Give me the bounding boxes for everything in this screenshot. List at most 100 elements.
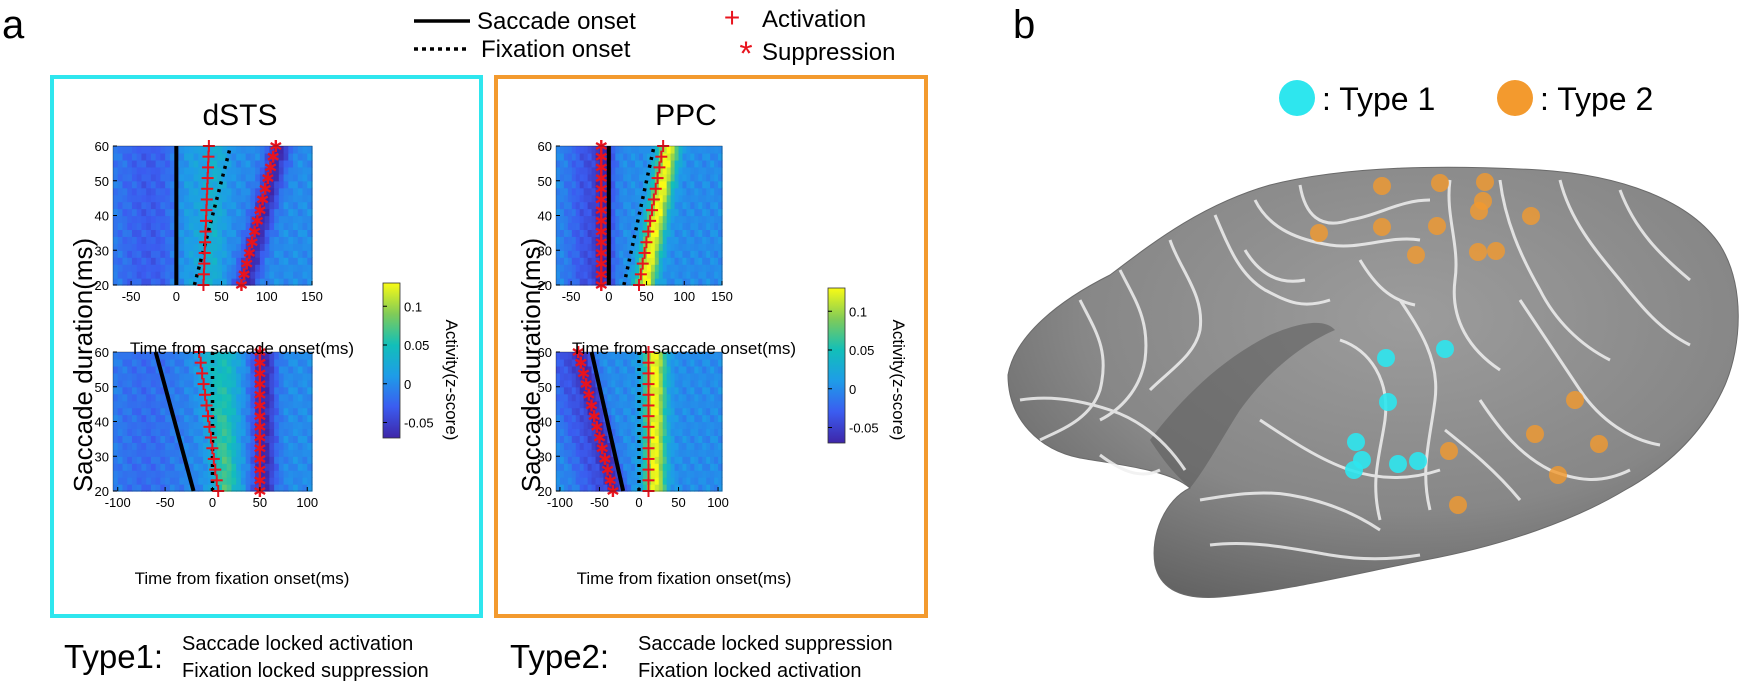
heatmap-cell <box>619 187 624 196</box>
heatmap-cell <box>666 257 672 265</box>
heatmap-cell <box>226 152 233 161</box>
heatmap-cell <box>642 442 648 450</box>
heatmap-cell <box>274 278 280 286</box>
heatmap-cell <box>169 428 176 436</box>
heatmap-cell <box>575 215 581 224</box>
heatmap-cell <box>579 264 585 272</box>
heatmap-cell <box>666 414 672 423</box>
heatmap-cell <box>567 208 573 217</box>
heatmap-cell <box>165 194 171 203</box>
heatmap-cell <box>575 449 581 457</box>
heatmap-cell <box>559 257 565 265</box>
heatmap-cell <box>619 449 624 457</box>
heatmap-cell <box>646 194 652 203</box>
heatmap-cell <box>690 463 695 471</box>
heatmap-cell <box>714 421 719 430</box>
heatmap-cell <box>682 166 688 175</box>
heatmap-cell <box>245 414 252 423</box>
heatmap-cell <box>179 166 185 175</box>
heatmap-cell <box>269 166 275 175</box>
heatmap-cell <box>619 358 624 367</box>
heatmap-cell <box>702 365 707 374</box>
heatmap-cell <box>141 428 147 436</box>
heatmap-cell <box>674 166 680 175</box>
heatmap-cell <box>571 208 577 217</box>
heatmap-cell <box>674 159 680 168</box>
heatmap-cell <box>193 379 199 388</box>
heatmap-cell <box>141 477 147 485</box>
heatmap-cell <box>654 407 660 416</box>
heatmap-cell <box>567 187 573 196</box>
heatmap-cell <box>591 187 597 196</box>
heatmap-cell <box>698 407 703 416</box>
heatmap-cell <box>627 264 632 272</box>
heatmap-cell <box>662 208 668 217</box>
heatmap-cell <box>599 372 605 381</box>
x-tick-label: -50 <box>562 289 581 304</box>
heatmap-cell <box>198 365 204 374</box>
heatmap-cell <box>278 236 285 244</box>
heatmap-cell <box>706 243 711 251</box>
heatmap-cell <box>690 180 695 189</box>
heatmap-cell <box>160 194 166 203</box>
heatmap-cell <box>264 180 270 189</box>
heatmap-cell <box>658 428 664 436</box>
heatmap-cell <box>165 352 171 360</box>
heatmap-cell <box>127 470 133 478</box>
heatmap-cell <box>627 407 632 416</box>
heatmap-cell <box>559 456 565 464</box>
heatmap-cell <box>678 456 684 464</box>
heatmap-cell <box>160 463 166 471</box>
heatmap-cell <box>571 463 577 471</box>
heatmap-cell <box>627 428 632 436</box>
heatmap-cell <box>155 243 161 251</box>
heatmap-cell <box>160 264 166 272</box>
heatmap-cell <box>203 180 209 189</box>
heatmap-cell <box>184 180 190 189</box>
heatmap-cell <box>642 166 648 175</box>
heatmap-cell <box>131 372 138 381</box>
heatmap-cell <box>165 435 171 443</box>
heatmap-cell <box>662 442 668 450</box>
heatmap-cell <box>150 166 157 175</box>
heatmap-cell <box>307 194 313 203</box>
heatmap-cell <box>607 379 612 388</box>
activation-marker <box>197 279 210 291</box>
heatmap-cell <box>259 407 266 416</box>
heatmap-cell <box>179 386 185 395</box>
heatmap-cell <box>226 435 233 443</box>
heatmap-cell <box>686 393 691 402</box>
heatmap-cell <box>231 470 237 478</box>
heatmap-cell <box>682 257 688 265</box>
heatmap-cell <box>283 222 289 230</box>
heatmap-cell <box>603 400 608 409</box>
heatmap-cell <box>179 194 185 203</box>
heatmap-cell <box>627 173 632 182</box>
heatmap-cell <box>591 201 597 210</box>
heatmap-cell <box>274 250 280 258</box>
heatmap-cell <box>639 352 644 360</box>
heatmap-cell <box>662 435 668 443</box>
heatmap-cell <box>694 271 699 279</box>
heatmap-cell <box>193 173 199 182</box>
heatmap-cell <box>236 421 242 430</box>
heatmap-cell <box>269 229 275 237</box>
legend-saccade-label: Saccade onset <box>477 8 636 35</box>
heatmap-cell <box>642 372 648 381</box>
heatmap-cell <box>269 187 275 196</box>
heatmap-cell <box>278 435 285 443</box>
heatmap-cell <box>698 278 703 286</box>
colorbar-tick-label: -0.05 <box>404 416 434 431</box>
heatmap-cell <box>575 173 581 182</box>
heatmap-cell <box>255 146 261 154</box>
heatmap-cell <box>650 456 656 464</box>
heatmap-cell <box>221 146 228 154</box>
heatmap-cell <box>136 470 143 478</box>
heatmap-cell <box>567 372 573 381</box>
heatmap-cell <box>198 222 204 230</box>
heatmap-cell <box>264 386 270 395</box>
heatmap-cell <box>250 187 256 196</box>
heatmap-cell <box>127 159 133 168</box>
heatmap-cell <box>714 372 719 381</box>
heatmap-cell <box>274 215 280 224</box>
